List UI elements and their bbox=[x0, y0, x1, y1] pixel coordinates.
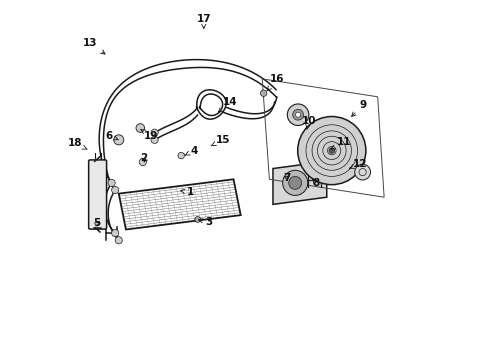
Circle shape bbox=[195, 217, 200, 222]
Text: 4: 4 bbox=[185, 145, 198, 156]
Circle shape bbox=[136, 124, 145, 132]
Text: 14: 14 bbox=[219, 97, 237, 112]
Text: 11: 11 bbox=[331, 138, 351, 149]
Text: 15: 15 bbox=[211, 135, 231, 146]
Circle shape bbox=[298, 117, 366, 185]
Circle shape bbox=[289, 176, 302, 189]
Text: 6: 6 bbox=[106, 131, 119, 141]
Circle shape bbox=[178, 152, 184, 159]
Text: 7: 7 bbox=[284, 173, 291, 183]
Circle shape bbox=[287, 104, 309, 126]
Circle shape bbox=[293, 109, 303, 120]
Circle shape bbox=[260, 90, 267, 96]
Circle shape bbox=[329, 148, 335, 153]
Circle shape bbox=[283, 170, 308, 195]
Text: 3: 3 bbox=[198, 217, 213, 227]
Circle shape bbox=[295, 112, 300, 117]
Text: 13: 13 bbox=[83, 38, 105, 54]
FancyBboxPatch shape bbox=[89, 160, 107, 229]
Circle shape bbox=[151, 136, 158, 143]
Text: 10: 10 bbox=[302, 116, 316, 129]
Text: 16: 16 bbox=[267, 74, 285, 90]
Text: 5: 5 bbox=[94, 219, 101, 228]
Circle shape bbox=[151, 129, 158, 136]
Circle shape bbox=[114, 135, 124, 145]
Circle shape bbox=[115, 237, 122, 244]
Text: 17: 17 bbox=[196, 14, 211, 28]
Circle shape bbox=[355, 164, 370, 180]
Text: 12: 12 bbox=[349, 159, 367, 169]
Circle shape bbox=[112, 186, 119, 194]
Circle shape bbox=[108, 179, 115, 186]
Polygon shape bbox=[273, 161, 327, 204]
Text: 18: 18 bbox=[67, 139, 87, 149]
Text: 8: 8 bbox=[313, 178, 319, 188]
Text: 1: 1 bbox=[180, 187, 194, 197]
Circle shape bbox=[139, 158, 147, 166]
Circle shape bbox=[112, 229, 119, 237]
Text: 19: 19 bbox=[141, 130, 158, 141]
Text: 9: 9 bbox=[352, 100, 367, 116]
Text: 2: 2 bbox=[140, 153, 147, 163]
